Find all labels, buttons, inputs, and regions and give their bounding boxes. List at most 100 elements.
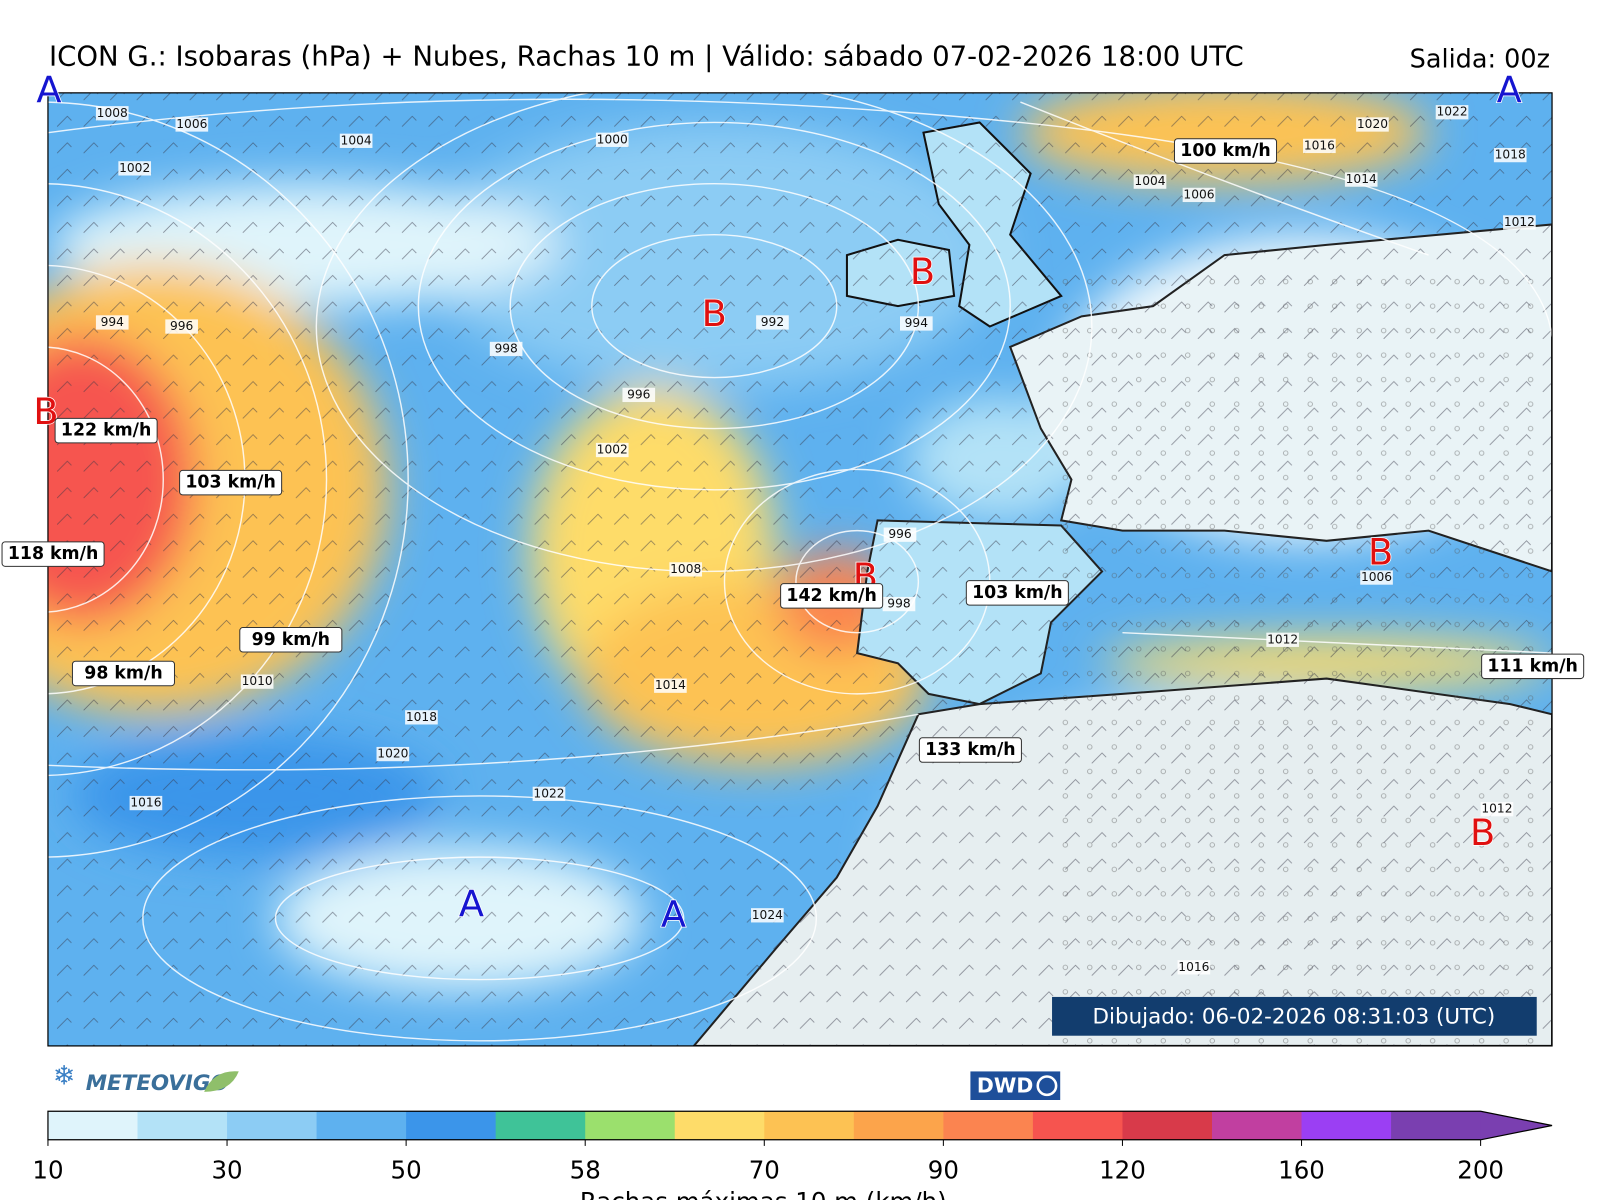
colorbar-swatch [943, 1111, 1034, 1140]
isobar-label-bg [489, 341, 523, 357]
isobar-label: 998 [887, 597, 910, 611]
isobar-label-bg [165, 319, 198, 334]
isobar-label-bg [376, 746, 410, 762]
isobar-label-bg [118, 161, 152, 176]
pressure-center: A [36, 68, 61, 111]
isobar-label: 1010 [242, 674, 273, 688]
colorbar-swatch [1391, 1111, 1482, 1140]
isobar-label: 1006 [1183, 187, 1214, 201]
colorbar-swatch [674, 1111, 765, 1140]
colorbar-tick-label: 70 [749, 1155, 780, 1184]
colorbar-tick-label: 200 [1457, 1155, 1504, 1184]
map-title: ICON G.: Isobaras (hPa) + Nubes, Rachas … [49, 40, 1244, 72]
pressure-center: B [1368, 531, 1393, 574]
colorbar-tick-label: 58 [570, 1155, 601, 1184]
isobar-label-bg [595, 132, 629, 147]
colorbar-tick-label: 30 [211, 1155, 242, 1184]
drawn-box [1052, 996, 1537, 1036]
isobar-label: 1002 [119, 161, 150, 175]
isobar-label: 1024 [752, 908, 783, 922]
logo-right: DWD [977, 1074, 1033, 1098]
isobar-label-bg [339, 133, 373, 148]
isobar-label-bg [240, 674, 274, 689]
isobar-label: 1014 [655, 678, 686, 692]
map-frame [47, 92, 1553, 1047]
gust-label: 133 km/h [925, 740, 1015, 760]
isobar-label-bg [95, 315, 129, 330]
colorbar-tick-label: 90 [928, 1155, 959, 1184]
run-label: Salida: 00z [1410, 44, 1550, 74]
gust-label: 111 km/h [1487, 656, 1577, 676]
colorbar-swatch [316, 1111, 407, 1140]
colorbar-frame [47, 1110, 1553, 1141]
isobar-label: 1018 [1495, 148, 1526, 162]
isobar-label-bg [1303, 138, 1336, 154]
colorbar-swatch [406, 1111, 497, 1140]
map-field [47, 92, 1553, 1046]
isobar-label-bg [751, 908, 784, 923]
gust-label: 118 km/h [8, 544, 98, 564]
isobar-label-bg [900, 316, 933, 331]
gust-label-bg [54, 417, 158, 444]
isobar-label-bg [654, 678, 687, 693]
isobar-label: 1000 [597, 132, 628, 146]
drawn-timestamp: Dibujado: 06-02-2026 08:31:03 (UTC) [1093, 1004, 1496, 1029]
gust-label-bg [780, 583, 884, 609]
isobar-label-bg [669, 562, 703, 577]
isobar-label: 994 [101, 315, 125, 329]
leaf-icon [204, 1071, 239, 1092]
isobar-label-bg [95, 106, 129, 121]
colorbar-arrow [1480, 1111, 1553, 1140]
isobar-label-bg [175, 117, 209, 132]
isobar-label: 1012 [1481, 802, 1512, 816]
colorbar-tick-label: 10 [32, 1155, 63, 1184]
pressure-center: A [661, 893, 686, 936]
colorbar: 10 30 50 58 70 90 120 160 200 Rachas máximas 10 m… [32, 1110, 1553, 1204]
gust-label-bg [965, 580, 1069, 606]
isobar-label-bg [883, 527, 917, 542]
gust-label: 142 km/h [786, 586, 876, 606]
isobar-label-bg [1360, 570, 1393, 585]
isobar-label: 1012 [1267, 632, 1298, 646]
isobar-label: 1012 [1504, 215, 1535, 229]
isobar-label-bg [1182, 187, 1216, 203]
pressure-center: A [459, 883, 484, 926]
gust-label: 99 km/h [252, 630, 330, 650]
colorbar-swatch [137, 1111, 228, 1140]
isobar-label: 1014 [1346, 172, 1377, 186]
isobar-label: 1016 [1304, 138, 1335, 152]
isobar-label: 1016 [130, 796, 161, 810]
gust-label: 100 km/h [1180, 141, 1270, 161]
colorbar-swatch [853, 1111, 944, 1140]
isobar-label: 1008 [670, 562, 701, 576]
gust-label: 98 km/h [84, 663, 162, 683]
logo-left: METEOVIGO [86, 1071, 229, 1096]
isobar-label: 1018 [406, 710, 437, 724]
gust-label-bg [239, 627, 343, 653]
gust-label-bg [918, 737, 1022, 763]
colorbar-label: Rachas máximas 10 m (km/h) [580, 1187, 947, 1200]
colorbar-swatch [1301, 1111, 1392, 1140]
snowflake-icon: ❄ [53, 1061, 75, 1092]
isobar-label: 1006 [176, 117, 207, 131]
gust-label: 103 km/h [185, 473, 275, 493]
gust-label-bg [1481, 653, 1585, 680]
isobar-label: 992 [761, 315, 784, 329]
isobar-label: 1022 [533, 786, 564, 800]
isobar-label-bg [756, 315, 789, 330]
colorbar-swatch [1032, 1111, 1123, 1140]
colorbar-tick-label: 120 [1099, 1155, 1146, 1184]
gust-label: 103 km/h [972, 583, 1062, 603]
colorbar-swatch [1211, 1111, 1303, 1140]
isobar-label-bg [1503, 215, 1536, 230]
gust-label-bg [179, 469, 283, 496]
colorbar-swatch [1122, 1111, 1213, 1140]
isobar-label: 1004 [341, 133, 372, 147]
isobar-label-bg [1356, 117, 1389, 132]
isobar-label-bg [129, 795, 163, 811]
isobar-label: 998 [494, 341, 517, 355]
isobar-label-bg [532, 786, 566, 802]
colorbar-swatch [47, 1111, 139, 1140]
isobar-label: 1020 [1357, 117, 1388, 131]
pressure-center: B [910, 250, 935, 293]
